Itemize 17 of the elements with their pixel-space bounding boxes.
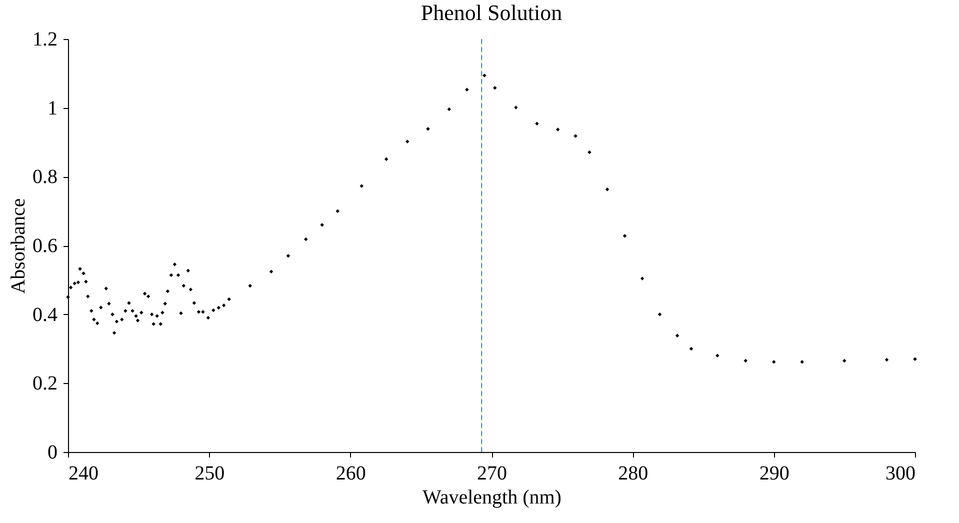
x-tick-label: 240 bbox=[68, 462, 98, 484]
x-tick-label: 260 bbox=[336, 462, 366, 484]
x-tick-label: 290 bbox=[759, 462, 790, 484]
x-tick-label: 250 bbox=[194, 462, 225, 484]
y-tick-label: 0.8 bbox=[32, 166, 58, 188]
y-tick-label: 0.2 bbox=[32, 372, 58, 395]
x-tick-label: 270 bbox=[477, 462, 507, 484]
y-tick-label: 0.6 bbox=[32, 235, 58, 257]
x-tick-label: 280 bbox=[618, 462, 648, 484]
y-tick-label: 0 bbox=[48, 442, 58, 464]
y-tick-label: 1 bbox=[48, 97, 58, 120]
y-tick-label: 0.4 bbox=[32, 304, 58, 326]
x-axis-title: Wavelength (nm) bbox=[422, 486, 562, 508]
chart-title: Phenol Solution bbox=[420, 0, 562, 25]
x-tick-label: 300 bbox=[886, 462, 916, 484]
y-axis-title: Absorbance bbox=[8, 198, 30, 294]
y-tick-label: 1.2 bbox=[32, 28, 58, 50]
